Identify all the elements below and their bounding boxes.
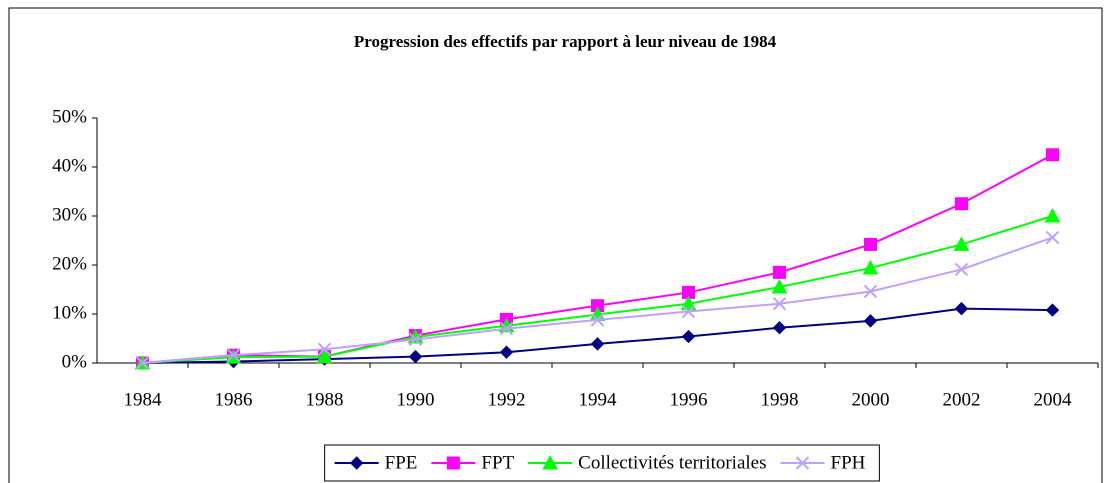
data-point (772, 321, 787, 335)
legend-label: FPT (481, 452, 514, 473)
x-tick-label: 2000 (852, 389, 890, 410)
data-point (953, 236, 970, 251)
x-tick-label: 1996 (670, 389, 708, 410)
data-point (226, 348, 241, 362)
x-tick-label: 1992 (488, 389, 526, 410)
y-tick-label: 20% (52, 253, 87, 274)
y-tick-label: 40% (52, 155, 87, 176)
x-tick-label: 2002 (943, 389, 981, 410)
legend-label: Collectivités territoriales (578, 452, 766, 473)
data-point (1046, 148, 1059, 162)
data-point (1045, 230, 1060, 245)
data-point (317, 342, 332, 356)
data-point (408, 349, 423, 364)
x-tick-label: 1994 (579, 389, 618, 410)
x-tick-label: 1988 (306, 389, 344, 410)
data-point (135, 356, 150, 370)
x-tick-label: 1990 (397, 389, 435, 410)
data-point (680, 295, 697, 311)
legend-marker (542, 454, 558, 470)
data-point (954, 262, 969, 277)
data-point (1045, 303, 1060, 317)
data-point (499, 321, 514, 336)
x-tick-label: 1998 (761, 389, 799, 410)
data-point (590, 337, 605, 351)
data-point (408, 332, 423, 347)
y-tick-label: 50% (52, 106, 87, 127)
legend: FPE FPT Collectivités territoriales FPH (324, 444, 880, 482)
y-tick-label: 0% (62, 351, 88, 372)
data-point (862, 259, 879, 275)
legend-marker (795, 456, 810, 470)
data-point (955, 197, 968, 211)
legend-marker (446, 456, 460, 470)
x-tick-label: 1984 (124, 389, 163, 410)
y-tick-label: 10% (52, 302, 87, 323)
data-point (863, 314, 878, 328)
legend-label: FPE (385, 452, 418, 473)
legend-marker (349, 456, 364, 470)
data-point (590, 313, 605, 327)
data-point (773, 265, 786, 279)
data-point (863, 284, 878, 299)
data-point (954, 301, 969, 316)
data-point (499, 345, 514, 359)
data-point (681, 304, 696, 319)
data-point (1044, 207, 1061, 223)
y-tick-label: 30% (52, 204, 87, 225)
data-point (864, 237, 877, 251)
chart-frame (8, 7, 1103, 483)
data-point (316, 348, 333, 364)
data-point (681, 329, 696, 344)
data-point (771, 278, 788, 294)
legend-label: FPH (831, 452, 866, 473)
x-tick-label: 1986 (215, 389, 253, 410)
x-tick-label: 2004 (1034, 389, 1073, 410)
data-point (772, 297, 787, 311)
chart-title: Progression des effectifs par rapport à … (354, 32, 777, 51)
